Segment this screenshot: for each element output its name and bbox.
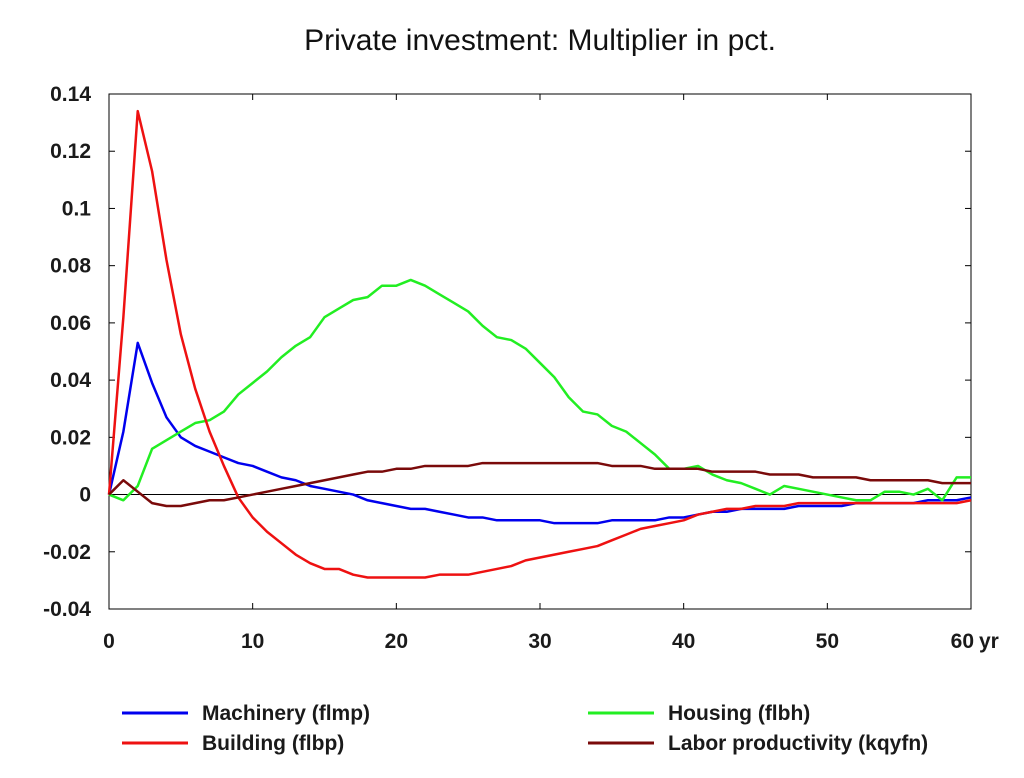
- x-tick-label: 40: [672, 630, 695, 653]
- y-axis: -0.04 -0.02 0 0.02 0.04 0.06 0.08 0.1 0.12 0.14: [43, 83, 971, 621]
- legend-item: Machinery (flmp): [122, 702, 370, 725]
- legend-label: Building (flbp): [202, 732, 344, 755]
- series-line-2: [107, 109, 972, 579]
- plot-frame: [108, 93, 972, 610]
- series-line-1: [108, 278, 971, 502]
- x-tick-label: 10: [241, 630, 264, 653]
- legend: Machinery (flmp) Housing (flbh) Building (…: [122, 702, 928, 755]
- chart-title: Private investment: Multiplier in pct.: [304, 24, 776, 57]
- y-tick-label: -0.02: [43, 541, 91, 564]
- x-tick-label: 60: [951, 630, 974, 653]
- legend-label: Housing (flbh): [668, 702, 810, 725]
- x-axis-unit-label: yr: [979, 630, 999, 653]
- x-tick-label: 20: [385, 630, 408, 653]
- y-tick-label: 0: [79, 484, 91, 507]
- y-tick-label: 0.08: [50, 255, 91, 278]
- y-tick-label: 0.06: [50, 312, 91, 335]
- y-tick-label: 0.14: [50, 83, 91, 106]
- y-tick-label: 0.02: [50, 426, 91, 449]
- y-tick-label: 0.12: [50, 140, 91, 163]
- legend-item: Housing (flbh): [588, 702, 810, 725]
- y-tick-label: 0.04: [50, 369, 91, 392]
- legend-item: Labor productivity (kqyfn): [588, 732, 928, 755]
- x-tick-label: 50: [816, 630, 839, 653]
- series-line-3: [108, 461, 971, 508]
- legend-label: Labor productivity (kqyfn): [668, 732, 928, 755]
- legend-label: Machinery (flmp): [202, 702, 370, 725]
- y-tick-label: -0.04: [43, 598, 91, 621]
- legend-item: Building (flbp): [122, 732, 344, 755]
- series-line-0: [107, 341, 972, 525]
- x-axis: 0 10 20 30 40 50 60: [103, 94, 974, 653]
- series-lines: [107, 109, 972, 579]
- y-tick-label: 0.1: [62, 197, 92, 220]
- x-tick-label: 30: [528, 630, 551, 653]
- x-tick-label: 0: [103, 630, 115, 653]
